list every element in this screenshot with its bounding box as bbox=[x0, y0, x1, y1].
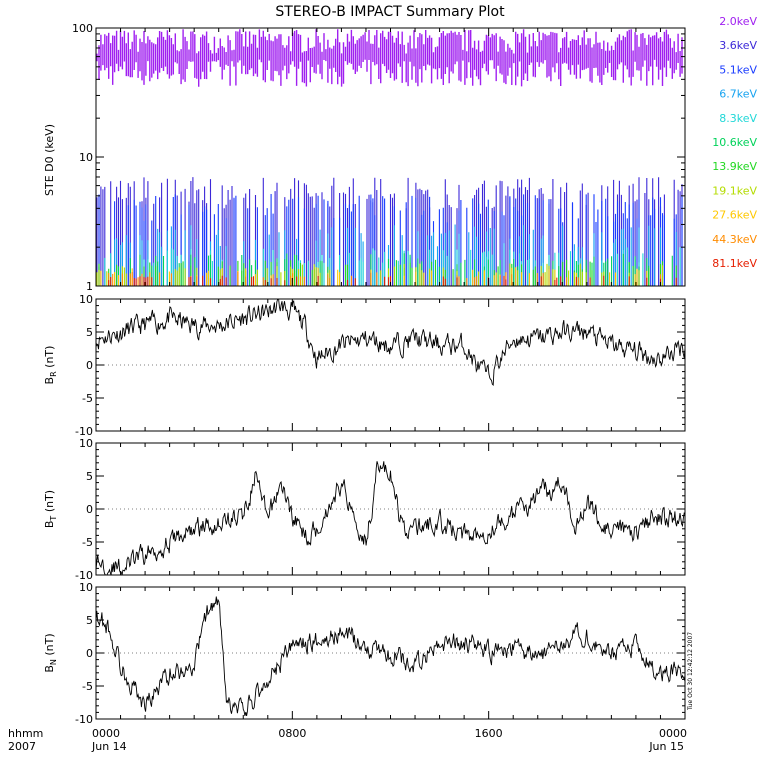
ste-series-2.0keV bbox=[96, 29, 683, 87]
ste-y-axis-label: STE D0 (keV) bbox=[43, 124, 56, 196]
bt-y-axis-label: BT (nT) bbox=[43, 490, 58, 528]
ste-series-19.1keV bbox=[96, 263, 664, 286]
ytick-label: 10 bbox=[79, 293, 93, 306]
xtick-label: 1600 bbox=[475, 727, 503, 740]
bt-label-sub: T bbox=[49, 516, 58, 522]
legend-entry-13.9keV: 13.9keV bbox=[712, 160, 757, 173]
bn-label-sub: N bbox=[49, 659, 58, 665]
ytick-label: -5 bbox=[82, 680, 93, 693]
bn-field-panel: 10 5 0 -5 -10 bbox=[75, 581, 686, 726]
ste-ytick-label: 100 bbox=[72, 22, 93, 35]
br-y-axis-label: BR (nT) bbox=[43, 346, 58, 385]
x-axis-hhmm-label: hhmm bbox=[8, 727, 43, 740]
ytick-label: -10 bbox=[75, 425, 93, 438]
timestamp: Tue Oct 30 12:42:12 2007 bbox=[687, 632, 694, 711]
xtick-label: 0000 bbox=[92, 727, 120, 740]
br-label-unit: (nT) bbox=[43, 346, 56, 372]
chart-title: STEREO-B IMPACT Summary Plot bbox=[275, 4, 505, 20]
svg-text:BR (nT): BR (nT) bbox=[43, 346, 58, 385]
legend-entry-44.3keV: 44.3keV bbox=[712, 233, 757, 246]
legend-entry-81.1keV: 81.1keV bbox=[712, 257, 757, 270]
bt-label-main: B bbox=[43, 521, 56, 529]
ste-spectrum-panel: 1 10 100 bbox=[72, 22, 686, 293]
ste-band-2.0keV bbox=[96, 29, 683, 87]
x-axis-start-date: Jun 14 bbox=[91, 740, 127, 753]
ste-band-81.1keV bbox=[108, 275, 677, 286]
legend-entry-8.3keV: 8.3keV bbox=[719, 112, 757, 125]
ytick-label: 0 bbox=[86, 647, 93, 660]
svg-text:BN (nT): BN (nT) bbox=[43, 633, 58, 672]
bt-field-panel: 10 5 0 -5 -10 bbox=[75, 437, 686, 582]
legend-entry-5.1keV: 5.1keV bbox=[719, 63, 757, 76]
field-line-panel-bt bbox=[95, 461, 686, 576]
ytick-label: 0 bbox=[86, 359, 93, 372]
field-line-panel-br bbox=[95, 298, 686, 386]
ytick-label: -10 bbox=[75, 569, 93, 582]
ytick-label: 0 bbox=[86, 503, 93, 516]
ytick-label: 5 bbox=[86, 614, 93, 627]
svg-text:BT (nT): BT (nT) bbox=[43, 490, 58, 528]
br-label-main: B bbox=[43, 377, 56, 385]
bn-label-main: B bbox=[43, 665, 56, 673]
ytick-label: 10 bbox=[79, 581, 93, 594]
ytick-label: 5 bbox=[86, 326, 93, 339]
xtick-label: 0800 bbox=[278, 727, 306, 740]
bn-y-axis-label: BN (nT) bbox=[43, 633, 58, 672]
ste-band-19.1keV bbox=[96, 263, 664, 286]
ytick-label: 10 bbox=[79, 437, 93, 450]
xtick-label: 0000 bbox=[659, 727, 687, 740]
ste-series-81.1keV bbox=[108, 275, 677, 286]
ytick-label: -5 bbox=[82, 536, 93, 549]
legend-entry-6.7keV: 6.7keV bbox=[719, 88, 757, 101]
legend-entry-10.6keV: 10.6keV bbox=[712, 136, 757, 149]
energy-legend: 2.0keV 3.6keV 5.1keV 6.7keV 8.3keV 10.6keV 13.… bbox=[712, 15, 757, 270]
x-axis-year-label: 2007 bbox=[8, 740, 36, 753]
br-field-panel: 10 5 0 -5 -10 bbox=[75, 293, 686, 438]
ste-ytick-label: 10 bbox=[79, 151, 93, 164]
field-line-panel-bn bbox=[95, 596, 686, 717]
ytick-label: -5 bbox=[82, 392, 93, 405]
legend-entry-3.6keV: 3.6keV bbox=[719, 39, 757, 52]
ste-ytick-label: 1 bbox=[86, 280, 93, 293]
legend-entry-19.1keV: 19.1keV bbox=[712, 184, 757, 197]
br-label-sub: R bbox=[49, 371, 58, 377]
legend-entry-27.6keV: 27.6keV bbox=[712, 209, 757, 222]
legend-entry-2.0keV: 2.0keV bbox=[719, 15, 757, 28]
x-axis-end-date: Jun 15 bbox=[648, 740, 684, 753]
ytick-label: -10 bbox=[75, 713, 93, 726]
ytick-label: 5 bbox=[86, 470, 93, 483]
bn-label-unit: (nT) bbox=[43, 633, 56, 659]
bt-label-unit: (nT) bbox=[43, 490, 56, 516]
